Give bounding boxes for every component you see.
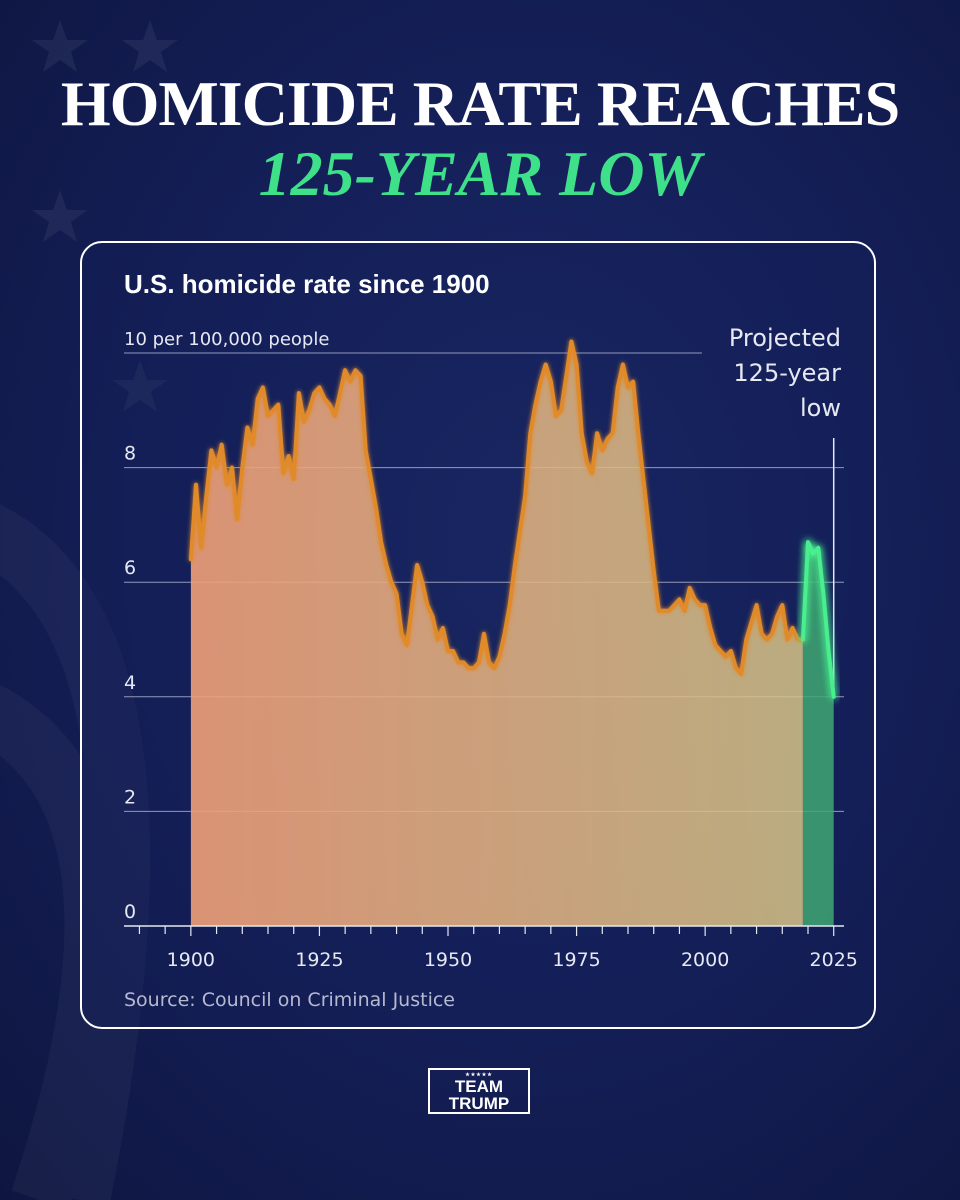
area-historical (190, 341, 803, 926)
x-tick-label-1900: 1900 (167, 949, 215, 971)
source-note: Source: Council on Criminal Justice (124, 989, 455, 1011)
x-tick-label-1975: 1975 (552, 949, 600, 971)
y-tick-label-2: 2 (124, 786, 136, 808)
y-tick-label-10: 10 per 100,000 people (124, 329, 329, 350)
logo-line-2: TRUMP (448, 1094, 510, 1113)
area-layer (188, 339, 836, 926)
y-tick-label-8: 8 (124, 443, 136, 465)
y-tick-label-0: 0 (124, 901, 136, 923)
headline-title: HOMICIDE RATE REACHES (60, 68, 900, 139)
background-star-icon (112, 360, 168, 412)
annotation-line-3: low (800, 394, 841, 422)
x-axis (124, 925, 844, 936)
x-tick-label-2025: 2025 (810, 949, 858, 971)
annotation-line-1: Projected (729, 324, 841, 352)
x-tick-label-1925: 1925 (295, 949, 343, 971)
y-tick-label-6: 6 (124, 557, 136, 579)
background-star-icon (32, 20, 88, 72)
axis-labels: 0 2 4 6 8 10 per 100,000 people 1900 1925 1950 19… (124, 324, 858, 971)
y-tick-label-4: 4 (124, 672, 136, 694)
team-trump-logo: ★★★★★ TEAM TRUMP (428, 1068, 530, 1114)
x-tick-label-1950: 1950 (424, 949, 472, 971)
headline-accent: 125-YEAR LOW (258, 138, 702, 209)
chart-title: U.S. homicide rate since 1900 (124, 269, 490, 299)
logo-stars: ★★★★★ (465, 1072, 493, 1078)
background-star-icon (32, 190, 88, 242)
area-projected (802, 542, 834, 926)
annotation-line-2: 125-year (733, 359, 841, 387)
x-tick-label-2000: 2000 (681, 949, 729, 971)
background-star-icon (122, 20, 178, 72)
logo-line-1: TEAM (454, 1077, 504, 1096)
line-projected (800, 540, 836, 699)
line-historical (188, 339, 805, 676)
